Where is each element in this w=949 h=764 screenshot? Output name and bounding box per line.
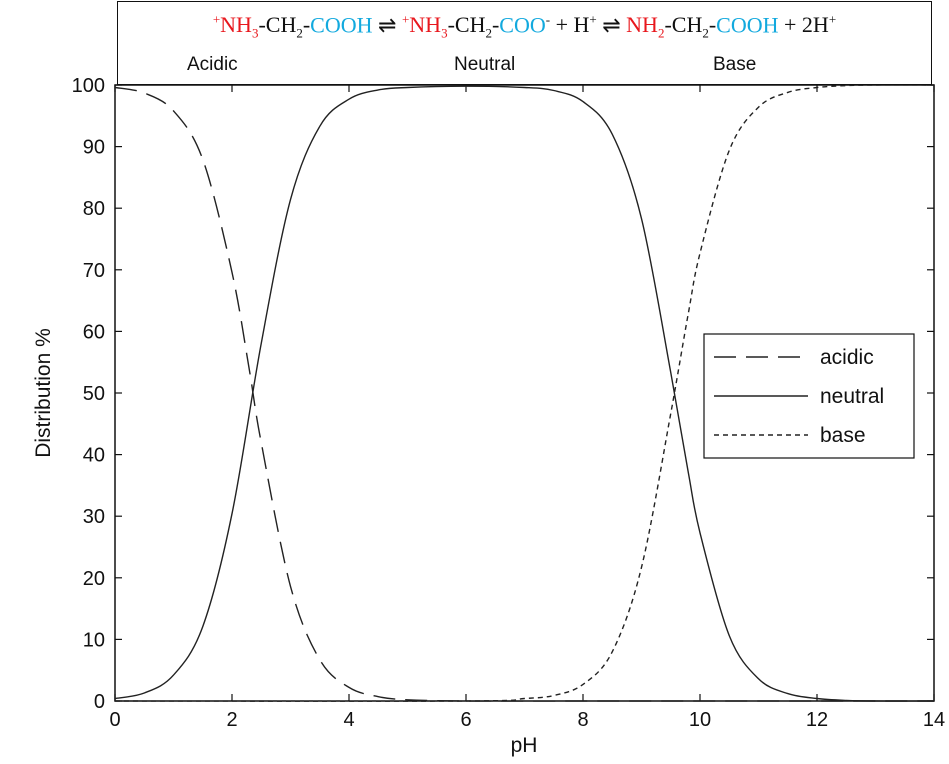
species3-acid: COOH [716,12,779,38]
legend-label-base: base [820,424,866,447]
equilibrium-arrow-2: ⇌ [596,12,627,38]
x-tick-label: 12 [806,709,828,731]
x-tick-label: 10 [689,709,711,731]
species2-proton: + H+ [550,12,597,38]
y-tick-label: 0 [94,691,105,713]
species1-linker: -CH2- [258,12,311,41]
legend-label-neutral: neutral [820,385,884,408]
curves-group [114,84,935,702]
species1-amine: +NH3 [212,12,259,41]
x-tick-label: 0 [109,709,120,731]
x-tick-label: 4 [343,709,354,731]
y-tick-label: 10 [83,629,105,651]
x-tick-label: 6 [460,709,471,731]
species3-linker: -CH2- [664,12,717,41]
series-line-base [114,84,935,702]
species3-protons: + 2H+ [778,12,837,38]
equation-box: +NH3-CH2-COOH ⇌ +NH3-CH2-COO- + H+ ⇌ NH2… [117,1,932,85]
label-base: Base [713,54,757,75]
label-neutral: Neutral [454,54,516,75]
species2-linker: -CH2- [447,12,500,41]
x-tick-label: 8 [577,709,588,731]
y-tick-label: 20 [83,568,105,590]
species1-acid: COOH [310,12,373,38]
y-tick-label: 70 [83,260,105,282]
x-axis-title: pH [511,734,538,757]
y-tick-label: 100 [72,75,105,97]
x-tick-label: 2 [226,709,237,731]
species3-amine: NH2 [626,12,665,41]
y-axis-title: Distribution % [32,328,55,458]
y-tick-label: 50 [83,383,105,405]
legend-label-acidic: acidic [820,346,874,369]
species2-acid-charge: - [545,12,551,27]
y-tick-label: 60 [83,321,105,343]
y-tick-label: 80 [83,198,105,220]
equilibrium-arrow-1: ⇌ [372,12,402,38]
y-tick-label: 40 [83,445,105,467]
legend: acidic neutral base [703,333,915,459]
y-axis: 0 10 20 30 40 50 60 70 80 90 100 [72,75,934,713]
species2-amine: +NH3 [401,12,448,41]
y-tick-label: 30 [83,506,105,528]
x-tick-label: 14 [923,709,945,731]
series-line-neutral [114,85,935,702]
label-acidic: Acidic [187,54,238,75]
species2-acid: COO [499,12,546,38]
y-tick-label: 90 [83,137,105,159]
reaction-equation: +NH3-CH2-COOH ⇌ +NH3-CH2-COO- + H+ ⇌ NH2… [118,12,931,42]
species-labels: Acidic Neutral Base [118,54,931,80]
